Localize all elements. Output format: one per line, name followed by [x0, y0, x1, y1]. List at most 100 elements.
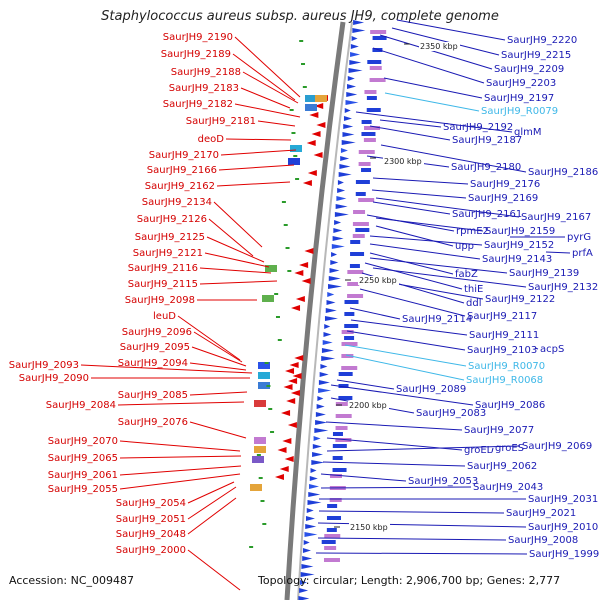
forward-gene-arrow[interactable] [305, 524, 317, 529]
forward-gene-arrow[interactable] [318, 380, 330, 385]
annotation-block[interactable] [355, 228, 370, 232]
gene-label[interactable]: SaurJH9_2094 [118, 358, 188, 369]
forward-gene-arrow[interactable] [305, 516, 315, 521]
gene-label[interactable]: fabZ [455, 269, 478, 280]
forward-gene-arrow[interactable] [299, 580, 307, 585]
gene-label[interactable]: SaurJH9_2190 [163, 32, 233, 43]
forward-gene-arrow[interactable] [315, 412, 326, 417]
reverse-gene-arrow[interactable] [284, 456, 294, 462]
forward-gene-arrow[interactable] [329, 268, 340, 273]
annotation-block[interactable] [254, 437, 266, 444]
forward-gene-arrow[interactable] [337, 188, 346, 193]
annotation-block[interactable] [250, 484, 262, 491]
reverse-gene-arrow[interactable] [292, 373, 302, 379]
gene-label[interactable]: SaurJH9_2182 [163, 99, 233, 110]
forward-gene-arrow[interactable] [326, 300, 336, 305]
gene-label[interactable]: SaurJH9_2043 [473, 482, 543, 493]
gene-label[interactable]: SaurJH9_2098 [125, 295, 195, 306]
gene-label[interactable]: ddl [466, 298, 481, 309]
annotation-block[interactable] [350, 252, 365, 256]
gene-label[interactable]: SaurJH9_2121 [133, 248, 203, 259]
reverse-gene-arrow[interactable] [291, 305, 301, 311]
annotation-block[interactable] [363, 138, 376, 142]
reverse-gene-arrow[interactable] [288, 378, 298, 384]
gene-label[interactable]: deoD [198, 134, 225, 145]
gene-label[interactable]: SaurJH9_2132 [528, 282, 598, 293]
annotation-block[interactable] [335, 438, 352, 442]
annotation-block[interactable] [305, 95, 317, 102]
annotation-block[interactable] [258, 362, 270, 369]
gene-label[interactable]: SaurJH9_2152 [484, 240, 554, 251]
forward-gene-arrow[interactable] [317, 396, 324, 401]
annotation-block[interactable] [341, 330, 354, 334]
forward-gene-arrow[interactable] [330, 260, 339, 265]
gene-label[interactable]: SaurJH9_2048 [116, 529, 186, 540]
gene-label[interactable]: SaurJH9_2111 [469, 330, 539, 341]
forward-gene-arrow[interactable] [345, 100, 359, 105]
gene-label[interactable]: SaurJH9_2139 [509, 268, 579, 279]
gene-label[interactable]: SaurJH9_2203 [486, 78, 556, 89]
annotation-block[interactable] [367, 60, 382, 64]
forward-gene-arrow[interactable] [308, 492, 321, 497]
gene-label[interactable]: SaurJH9_2008 [508, 535, 578, 546]
forward-gene-arrow[interactable] [331, 252, 338, 257]
forward-gene-arrow[interactable] [337, 180, 344, 185]
forward-gene-arrow[interactable] [332, 236, 344, 241]
forward-gene-arrow[interactable] [303, 540, 310, 545]
annotation-block[interactable] [366, 108, 381, 112]
annotation-block[interactable] [258, 382, 270, 389]
annotation-block[interactable] [366, 96, 377, 100]
forward-gene-arrow[interactable] [339, 164, 351, 169]
annotation-block[interactable] [321, 540, 336, 544]
gene-label[interactable]: SaurJH9_2031 [528, 494, 598, 505]
annotation-block[interactable] [369, 66, 382, 70]
annotation-block[interactable] [265, 265, 277, 272]
forward-gene-arrow[interactable] [325, 308, 337, 313]
annotation-block[interactable] [252, 456, 264, 463]
annotation-block[interactable] [344, 312, 355, 316]
forward-gene-arrow[interactable] [304, 532, 318, 537]
forward-gene-arrow[interactable] [350, 52, 361, 57]
gene-label[interactable]: SaurJH9_2186 [528, 167, 598, 178]
gene-label[interactable]: SaurJH9_2095 [120, 342, 190, 353]
annotation-block[interactable] [353, 210, 366, 214]
gene-label[interactable]: SaurJH9_2103 [467, 345, 537, 356]
forward-gene-arrow[interactable] [310, 468, 317, 473]
reverse-gene-arrow[interactable] [294, 270, 304, 276]
gene-label[interactable]: SaurJH9_2051 [116, 514, 186, 525]
gene-label[interactable]: SaurJH9_2209 [494, 64, 564, 75]
forward-gene-arrow[interactable] [353, 20, 365, 25]
gene-label[interactable]: SaurJH9_2192 [443, 122, 513, 133]
gene-label[interactable]: SaurJH9_2166 [147, 165, 217, 176]
annotation-block[interactable] [332, 456, 343, 460]
forward-gene-arrow[interactable] [302, 548, 311, 553]
forward-gene-arrow[interactable] [319, 372, 329, 377]
gene-label[interactable]: SaurJH9_2122 [485, 294, 555, 305]
reverse-gene-arrow[interactable] [314, 103, 324, 109]
reverse-gene-arrow[interactable] [274, 474, 284, 480]
gene-label[interactable]: SaurJH9_2084 [46, 400, 116, 411]
gene-label[interactable]: groES [495, 443, 524, 454]
gene-label[interactable]: SaurJH9_2176 [470, 179, 540, 190]
reverse-gene-arrow[interactable] [282, 438, 292, 444]
forward-gene-arrow[interactable] [344, 108, 351, 113]
gene-label[interactable]: SaurJH9_2054 [116, 498, 186, 509]
forward-gene-arrow[interactable] [346, 92, 358, 97]
annotation-block[interactable] [332, 432, 343, 436]
forward-gene-arrow[interactable] [309, 476, 318, 481]
reverse-gene-arrow[interactable] [306, 140, 316, 146]
forward-gene-arrow[interactable] [314, 428, 329, 433]
forward-gene-arrow[interactable] [352, 28, 366, 33]
annotation-block[interactable] [372, 36, 387, 40]
forward-gene-arrow[interactable] [301, 564, 314, 569]
gene-label[interactable]: SaurJH9_2180 [451, 162, 521, 173]
forward-gene-arrow[interactable] [321, 348, 334, 353]
reverse-gene-arrow[interactable] [301, 278, 311, 284]
forward-gene-arrow[interactable] [299, 588, 309, 593]
forward-gene-arrow[interactable] [312, 444, 322, 449]
forward-gene-arrow[interactable] [322, 340, 333, 345]
gene-label[interactable]: SaurJH9_R0079 [481, 106, 558, 117]
forward-gene-arrow[interactable] [307, 500, 322, 505]
gene-label[interactable]: SaurJH9_2170 [149, 150, 219, 161]
gene-label[interactable]: SaurJH9_2220 [507, 35, 577, 46]
